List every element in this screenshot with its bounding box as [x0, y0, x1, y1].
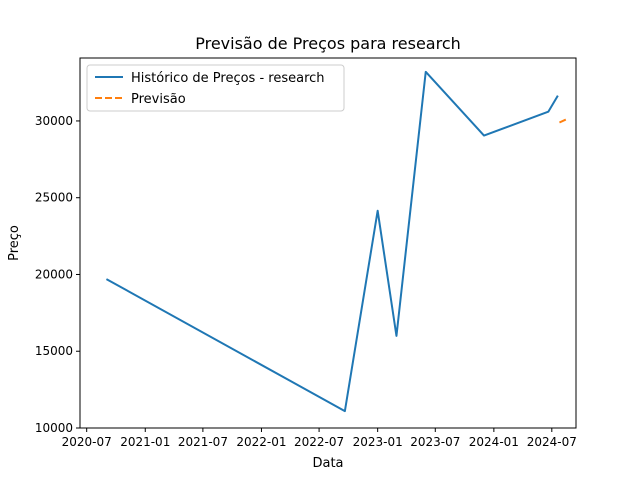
- x-axis-ticks: 2020-07 2021-01 2021-07 2022-01 2022-07 2023-…: [62, 428, 577, 449]
- plot-area: [80, 58, 576, 428]
- y-axis-ticks: 10000 15000 20000 25000 30000: [35, 114, 80, 435]
- chart-title: Previsão de Preços para research: [195, 34, 461, 53]
- x-tick-label: 2020-07: [62, 435, 112, 449]
- y-tick-label: 10000: [35, 421, 73, 435]
- legend-box: [86, 64, 345, 112]
- y-axis-label: Preço: [7, 225, 22, 261]
- series-layer: [105, 70, 569, 413]
- legend-label-previsao: Previsão: [131, 92, 186, 107]
- y-tick-label: 30000: [35, 114, 73, 128]
- x-tick-label: 2024-01: [469, 435, 519, 449]
- x-tick-label: 2022-01: [236, 435, 286, 449]
- y-tick-label: 20000: [35, 267, 73, 281]
- series-line-previsao: [559, 117, 569, 124]
- x-tick-label: 2024-07: [527, 435, 577, 449]
- series-line-historico: [105, 70, 559, 413]
- x-axis-label: Data: [312, 456, 343, 471]
- plot-frame: [79, 57, 577, 429]
- x-tick-label: 2023-01: [353, 435, 403, 449]
- legend-label-historico: Histórico de Preços - research: [131, 71, 325, 86]
- legend: Histórico de Preços - research Previsão: [86, 64, 345, 112]
- x-tick-label: 2022-07: [294, 435, 344, 449]
- y-tick-label: 15000: [35, 344, 73, 358]
- x-tick-label: 2023-07: [410, 435, 460, 449]
- x-tick-label: 2021-01: [120, 435, 170, 449]
- x-tick-label: 2021-07: [178, 435, 228, 449]
- y-tick-label: 25000: [35, 191, 73, 205]
